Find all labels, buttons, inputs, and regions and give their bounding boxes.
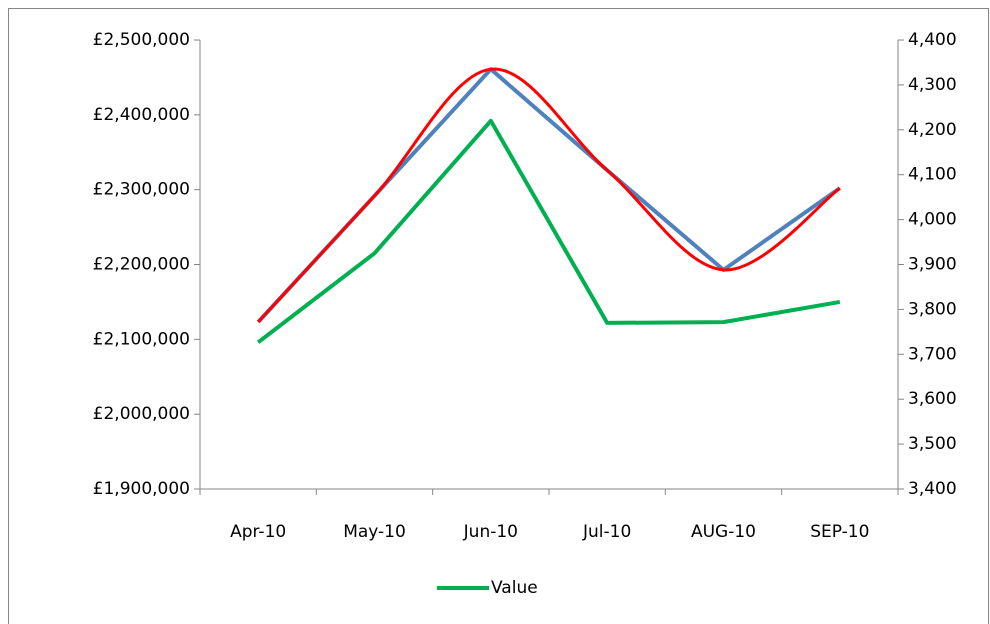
x-tick-label: Apr-10 [230,522,286,542]
y2-tick-label: 3,600 [908,389,957,409]
y-tick-label: £2,300,000 [93,180,190,200]
series-line [257,67,841,323]
y-tick-label: £2,200,000 [93,255,190,275]
y2-tick-label: 3,900 [908,255,957,275]
x-tick-label: SEP-10 [810,522,869,542]
y2-tick-label: 4,000 [908,210,957,230]
chart-frame [8,8,989,624]
x-tick-label: AUG-10 [691,522,756,542]
y2-tick-label: 4,100 [908,165,957,185]
legend-label: Value [491,578,538,598]
x-tick-label: Jul-10 [582,522,631,542]
y2-tick-label: 4,200 [908,120,957,140]
series-line [256,118,841,344]
y2-tick-label: 4,300 [908,75,957,95]
y-tick-label: £2,000,000 [93,404,190,424]
y2-tick-label: 3,500 [908,434,957,454]
y-tick-label: £2,500,000 [93,30,190,50]
y2-tick-label: 3,800 [908,299,957,319]
y-tick-label: £1,900,000 [93,479,190,499]
y2-tick-label: 3,400 [908,479,957,499]
x-tick-label: May-10 [343,522,406,542]
y-tick-label: £2,400,000 [93,105,190,125]
x-tick-label: Jun-10 [463,522,518,542]
y2-tick-label: 4,400 [908,30,957,50]
y2-tick-label: 3,700 [908,344,957,364]
y-tick-label: £2,100,000 [93,329,190,349]
